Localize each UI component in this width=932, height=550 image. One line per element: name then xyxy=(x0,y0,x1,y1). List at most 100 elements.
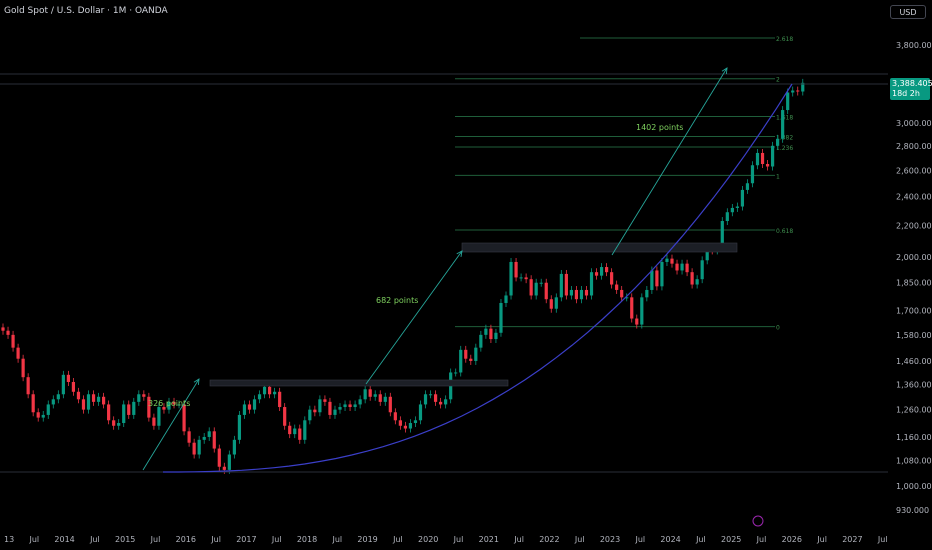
candle-body xyxy=(504,295,508,303)
candle-body xyxy=(343,404,347,408)
candle-body xyxy=(36,412,40,418)
fib-label: 0 xyxy=(776,325,780,332)
candle-body xyxy=(705,248,709,261)
candle-body xyxy=(157,407,161,426)
candle-body xyxy=(625,297,629,299)
candle-body xyxy=(31,394,35,413)
candle-body xyxy=(584,289,589,296)
time-tick-label: Jul xyxy=(695,535,706,544)
candle-body xyxy=(670,258,674,264)
candle-body xyxy=(459,349,463,373)
candle-body xyxy=(318,399,322,413)
zone-2016-2019 xyxy=(209,379,509,387)
candle-body xyxy=(81,399,86,410)
candle-body xyxy=(559,273,563,298)
candles xyxy=(1,78,805,474)
candle-body xyxy=(177,404,181,406)
candle-body xyxy=(519,277,523,279)
candle-body xyxy=(16,347,20,359)
candle-body xyxy=(675,263,679,271)
time-tick-label: Jul xyxy=(453,535,464,544)
fib-label: 0.618 xyxy=(776,228,793,235)
time-tick-label: Jul xyxy=(28,535,39,544)
candle-body xyxy=(680,263,684,271)
fib-label: 2.618 xyxy=(776,36,793,43)
candle-body xyxy=(796,90,800,92)
time-tick-label: Jul xyxy=(89,535,100,544)
candle-body xyxy=(147,396,151,418)
time-tick-label: 2021 xyxy=(479,535,499,544)
candle-body xyxy=(227,454,231,470)
currency-button[interactable]: USD xyxy=(890,5,926,19)
time-axis[interactable]: 13 Jul 2014 Jul 2015 Jul 2016 Jul 2017 Jul 2018 Jul… xyxy=(4,535,888,544)
candle-body xyxy=(358,399,362,405)
candle-body xyxy=(338,407,342,410)
candle-body xyxy=(630,297,634,319)
candle-body xyxy=(509,261,513,296)
time-tick-label: 2016 xyxy=(176,535,196,544)
price-tick-label: 1,700.000 xyxy=(896,307,932,316)
candle-body xyxy=(1,327,5,331)
time-tick-label: 2020 xyxy=(418,535,438,544)
price-tick-label: 2,600.000 xyxy=(896,166,932,175)
candle-body xyxy=(21,358,25,378)
candle-body xyxy=(232,439,236,455)
candle-body xyxy=(489,328,493,340)
price-tick-label: 1,260.000 xyxy=(896,406,932,415)
candle-body xyxy=(554,297,558,309)
candle-body xyxy=(298,428,302,440)
fib-label: 1.382 xyxy=(776,134,793,141)
price-tick-label: 3,000.000 xyxy=(896,119,932,128)
candle-body xyxy=(690,272,694,285)
fib-label: 1.618 xyxy=(776,114,793,121)
drawings: 326 points 682 points 1402 points xyxy=(0,67,888,527)
price-tick-label: 1,460.000 xyxy=(896,357,932,366)
move-label: 1402 points xyxy=(636,123,683,132)
candle-body xyxy=(202,436,206,440)
candle-body xyxy=(740,189,745,207)
candle-body xyxy=(41,414,45,418)
symbol-title: Gold Spot / U.S. Dollar · 1M · OANDA xyxy=(4,6,168,16)
candle-body xyxy=(579,289,584,300)
candle-body xyxy=(117,423,121,426)
move-label: 682 points xyxy=(376,296,418,305)
candle-body xyxy=(378,394,382,402)
arrow-head xyxy=(456,250,463,257)
time-tick-label: 2018 xyxy=(297,535,317,544)
time-tick-label: 2015 xyxy=(115,535,135,544)
candle-body xyxy=(393,412,397,421)
candle-body xyxy=(71,381,76,392)
candle-body xyxy=(278,391,282,408)
candle-body xyxy=(433,394,438,402)
time-tick-label: Jul xyxy=(574,535,585,544)
candle-body xyxy=(479,334,483,348)
candle-body xyxy=(172,401,176,405)
candle-body xyxy=(137,394,141,402)
candle-body xyxy=(408,423,413,429)
candle-body xyxy=(418,404,423,421)
candle-body xyxy=(348,404,352,408)
candle-body xyxy=(685,263,689,273)
candle-body xyxy=(494,332,498,340)
candle-body xyxy=(469,358,473,361)
price-axis[interactable]: 930.000 1,000.000 1,080.000 1,160.000 1,260.… xyxy=(896,41,932,515)
candle-body xyxy=(167,401,171,410)
time-tick-label: 2022 xyxy=(539,535,559,544)
price-tick-label: 1,850.000 xyxy=(896,279,932,288)
candle-body xyxy=(127,404,131,415)
candle-body xyxy=(760,152,765,164)
candle-body xyxy=(439,401,443,405)
price-tick-label: 1,360.000 xyxy=(896,380,932,389)
candle-body xyxy=(428,394,433,396)
price-tick-label: 1,000.000 xyxy=(896,482,932,491)
candle-body xyxy=(599,267,604,276)
candle-body xyxy=(499,302,503,333)
candle-body xyxy=(635,318,639,325)
candle-body xyxy=(413,420,418,424)
time-tick-label: Jul xyxy=(150,535,161,544)
candle-body xyxy=(102,396,106,405)
candle-body xyxy=(373,394,377,397)
price-tick-label: 930.000 xyxy=(896,506,929,515)
candle-body xyxy=(197,439,201,455)
